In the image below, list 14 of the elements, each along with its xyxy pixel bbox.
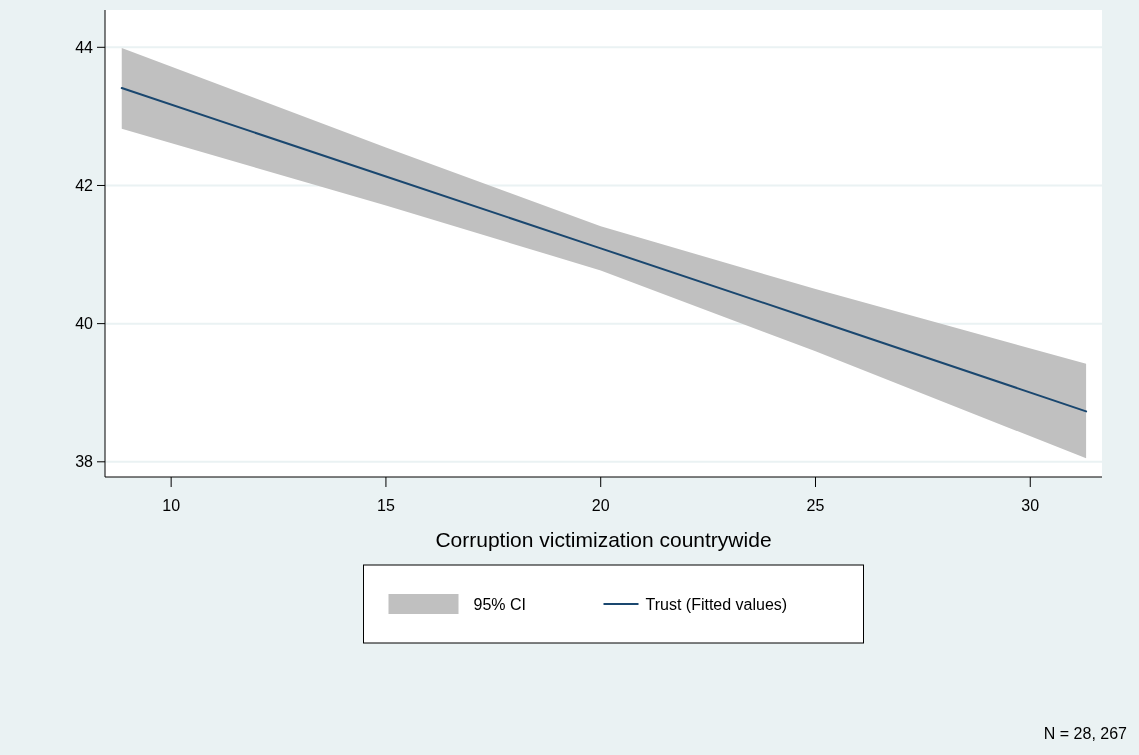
legend-label: Trust (Fitted values)	[645, 595, 788, 613]
x-tick-label: 25	[806, 497, 825, 514]
x-tick-label: 20	[591, 497, 610, 514]
x-tick-label: 15	[377, 497, 395, 514]
text: N = 28, 267	[1043, 725, 1128, 742]
x-tick-label: 30	[1021, 497, 1040, 514]
y-tick-label: 42	[75, 177, 94, 195]
y-tick-label: 44	[75, 38, 94, 56]
y-tick-label: 40	[75, 315, 94, 333]
x-tick-label: 10	[162, 497, 181, 514]
line-series	[120, 87, 1088, 413]
y-tick-label: 38	[75, 453, 94, 471]
text: 95% CI	[473, 595, 526, 613]
x-axis-title: Corruption victimization countrywide	[435, 528, 772, 551]
